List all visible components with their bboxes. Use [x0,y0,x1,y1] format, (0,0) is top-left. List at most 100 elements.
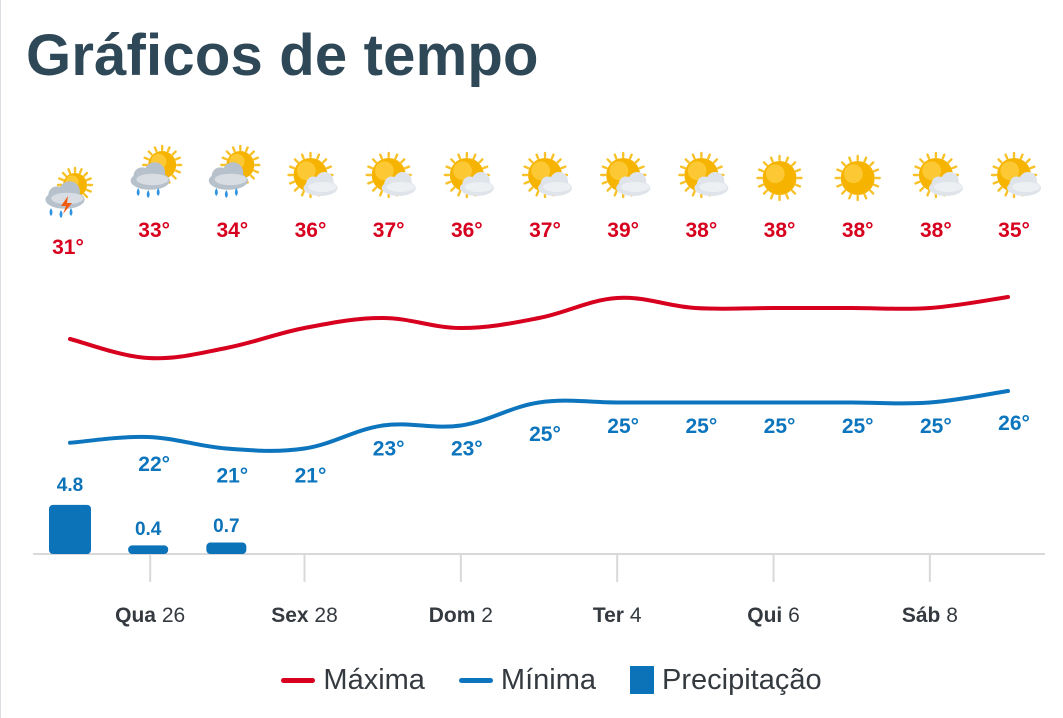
sun-ray [61,171,68,178]
sun-ray [249,174,255,180]
sun-ray [840,161,847,167]
x-tick-label-date: 2 [475,604,493,627]
sun-ray [919,186,925,192]
cloud-puff [222,162,244,183]
sun-highlight [453,161,472,181]
max-temp-label: 38° [764,219,796,242]
precip-bar [49,504,91,554]
sun-ray [231,146,236,153]
sun-ray [153,146,158,153]
rain-drop [156,188,160,196]
sun-ray [293,158,299,164]
sun-ray [225,150,231,156]
min-temp-label: 25° [764,415,796,438]
x-tick-label: Sex 28 [271,604,338,627]
min-temp-label: 25° [607,415,639,438]
max-temp-label: 33° [138,219,170,242]
sun-ray [528,158,534,164]
sun-ray [1029,165,1036,170]
cloud-shine [464,182,493,192]
partly-cloudy-icon [990,151,1042,199]
sun-highlight [922,161,941,181]
min-temp-label: 21° [216,465,248,488]
x-tick-label-day: Qui [747,604,782,627]
sun-ray [947,158,953,164]
sun-ray [85,188,92,193]
sun-ray [288,180,296,185]
sun-ray [997,186,1003,192]
x-tick-label-date: 28 [309,604,338,627]
sun-ray [863,193,868,200]
min-temp-line [68,389,1010,453]
sun-ray [249,150,255,156]
sun-ray [288,165,296,170]
cloud-shape [130,162,170,190]
sun-ray [244,146,249,153]
sun-ray [367,180,374,185]
frame-border [0,0,1,718]
rain-drop [224,190,228,198]
legend-swatch-max [281,677,316,683]
precip-label: 0.4 [135,519,162,540]
sun-ray [873,183,880,188]
cloud-puff [471,172,490,190]
sun-ray [926,153,931,160]
sun-ray [992,180,999,185]
sun-ray [166,146,171,153]
sun-ray [712,158,719,164]
sun-ray [67,168,72,175]
x-tick-label-day: Qua [115,604,156,627]
sun-ray [478,158,484,164]
sun-ray [143,156,150,161]
sun-ray [707,153,711,160]
sun-ray [325,165,333,170]
sun-ray [869,161,875,167]
sun-ray [758,168,765,173]
sun-ray [300,153,305,160]
sun-ray [836,168,843,173]
x-tick-label: Dom 2 [429,604,493,627]
sun-ray [560,165,567,170]
sun-ray [638,165,645,170]
x-tick-label-day: Ter [593,604,624,627]
legend-item-max[interactable]: Máxima [281,660,425,700]
partly-cloudy-icon [287,151,338,199]
x-tick-label-date: 26 [156,604,185,627]
legend-item-precip[interactable]: Precipitação [630,660,822,700]
sun-ray [848,193,853,200]
sun-ray [556,158,562,164]
sun-ray [919,158,925,164]
min-temp-label: 23° [373,438,405,461]
sun-ray [523,165,530,170]
page-title: Gráficos de tempo [26,23,539,88]
max-temp-label: 37° [529,219,561,242]
sun-cloud-rain-icon [130,144,183,198]
sun-ray [634,158,640,164]
sun-ray [628,153,633,160]
sun-ray [445,180,452,185]
sun-ray [791,189,797,195]
sun-ray [601,180,608,185]
sun-ray [758,183,765,188]
cloud-puff [628,172,647,190]
x-tick-label-day: Sáb [902,604,941,627]
sun-ray [322,158,328,164]
min-temp-label: 23° [451,438,483,461]
rain-drop [49,208,53,216]
sun-ray [951,165,958,170]
cloud-shape [459,172,494,196]
sun-ray [791,161,797,167]
sun-ray [691,153,696,160]
sun-icon [834,154,881,202]
sun-ray [78,168,83,175]
partly-cloudy-icon [912,151,963,199]
max-temp-label: 38° [920,219,952,242]
sun-ray [457,153,462,160]
sun-ray [379,190,383,197]
sun-ray [400,158,406,164]
legend-item-min[interactable]: Mínima [458,660,596,700]
sun-ray [679,165,686,170]
sun-ray [794,168,802,173]
x-tick-label-date: 8 [940,604,958,627]
cloud-shape [1007,172,1042,196]
